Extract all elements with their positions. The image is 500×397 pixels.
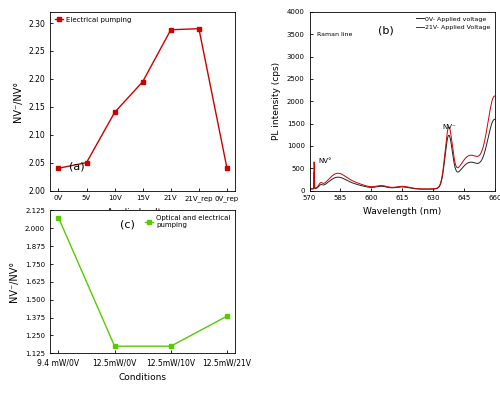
21V- Applied Voltage — [328, 175, 334, 179]
X-axis label: Conditions: Conditions — [118, 373, 166, 382]
21V- Applied Voltage — [492, 94, 498, 98]
0V- Applied voltage — [306, 187, 312, 191]
Text: NV⁻: NV⁻ — [442, 124, 456, 130]
Electrical pumping — [140, 79, 145, 84]
0V- Applied voltage — [490, 118, 496, 122]
Line: Electrical pumping: Electrical pumping — [56, 26, 230, 171]
21V- Applied Voltage — [490, 94, 496, 99]
0V- Applied voltage — [339, 175, 345, 180]
21V- Applied Voltage — [378, 183, 384, 188]
0V- Applied voltage — [328, 177, 334, 182]
21V- Applied Voltage — [470, 153, 476, 158]
Text: Raman line: Raman line — [317, 32, 352, 37]
0V- Applied voltage — [494, 121, 500, 125]
Electrical pumping — [196, 26, 202, 31]
21V- Applied Voltage — [494, 98, 500, 103]
Electrical pumping — [168, 27, 174, 32]
Text: (c): (c) — [120, 220, 136, 229]
21V- Applied Voltage — [306, 187, 312, 191]
0V- Applied voltage — [470, 160, 476, 165]
21V- Applied Voltage — [386, 185, 392, 189]
Text: NV°: NV° — [319, 158, 332, 164]
Y-axis label: NV⁻/NV°: NV⁻/NV° — [10, 261, 20, 303]
Electrical pumping — [112, 110, 117, 115]
Legend: Electrical pumping: Electrical pumping — [54, 15, 132, 24]
21V- Applied Voltage — [339, 172, 345, 177]
Legend: 0V- Applied voltage, 21V- Applied Voltage: 0V- Applied voltage, 21V- Applied Voltag… — [415, 15, 492, 31]
0V- Applied voltage — [492, 117, 498, 121]
Y-axis label: NV⁻/NV°: NV⁻/NV° — [12, 81, 22, 122]
Line: 21V- Applied Voltage: 21V- Applied Voltage — [310, 96, 497, 189]
Text: (b): (b) — [378, 25, 394, 35]
Line: 0V- Applied voltage: 0V- Applied voltage — [310, 119, 497, 189]
Optical and electrical
pumping — [224, 314, 230, 318]
Optical and electrical
pumping — [56, 215, 62, 220]
X-axis label: Wavelength (nm): Wavelength (nm) — [363, 207, 442, 216]
Electrical pumping — [56, 166, 62, 171]
Electrical pumping — [84, 160, 89, 165]
0V- Applied voltage — [386, 185, 392, 190]
Optical and electrical
pumping — [112, 344, 117, 349]
Legend: Optical and electrical
pumping: Optical and electrical pumping — [144, 214, 232, 229]
Y-axis label: PL intensity (cps): PL intensity (cps) — [272, 62, 281, 140]
0V- Applied voltage — [422, 187, 428, 192]
0V- Applied voltage — [378, 184, 384, 189]
X-axis label: Applied voltage: Applied voltage — [107, 208, 178, 217]
21V- Applied Voltage — [422, 187, 428, 191]
Electrical pumping — [224, 166, 230, 171]
Optical and electrical
pumping — [168, 344, 174, 349]
Line: Optical and electrical
pumping: Optical and electrical pumping — [56, 215, 230, 349]
Text: (a): (a) — [68, 161, 84, 171]
